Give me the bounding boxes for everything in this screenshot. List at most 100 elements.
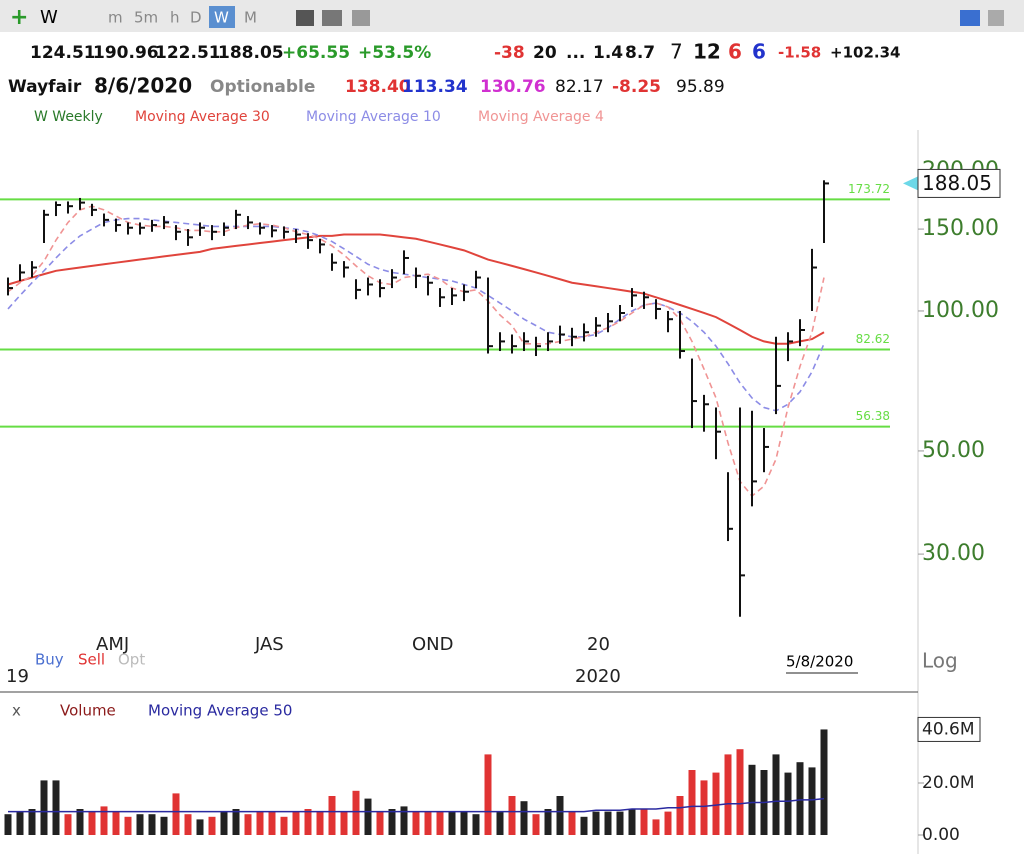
volume-bar (640, 809, 648, 835)
volume-bar (208, 816, 216, 835)
volume-bar (820, 729, 828, 835)
quote-value: 6 (752, 40, 766, 64)
quote-value: 20 (533, 43, 557, 63)
volume-bar (232, 809, 240, 835)
volume-bar (520, 801, 528, 835)
legend-item[interactable]: Moving Average 30 (135, 109, 270, 125)
volume-bar (484, 754, 492, 835)
volume-bar (664, 811, 672, 835)
volume-bar (280, 816, 288, 835)
quote-value: -38 (494, 43, 525, 63)
interval[interactable]: h (170, 9, 180, 27)
volume-bar (784, 772, 792, 835)
interval[interactable]: M (244, 9, 257, 27)
last-marker (903, 176, 918, 191)
level-label: 173.72 (848, 182, 890, 196)
interval[interactable]: 5m (134, 9, 158, 27)
level-label: 56.38 (856, 409, 890, 423)
close-panel[interactable]: x (12, 702, 21, 720)
quote-value: -1.58 (778, 44, 821, 62)
last-price: 188.05 (922, 171, 992, 195)
quote-value: Optionable (210, 77, 315, 97)
x-label: AMJ (96, 634, 129, 655)
quote-value: 130.76 (480, 77, 546, 97)
volume-bar (748, 764, 756, 835)
volume-bar (136, 814, 144, 835)
interval[interactable]: W (214, 9, 229, 27)
moving-average (7, 205, 825, 498)
moving-average (7, 217, 825, 412)
opt[interactable]: Opt (118, 651, 145, 669)
volume-bar (448, 811, 456, 835)
y-tick-label: 150.00 (922, 216, 999, 241)
x-label: JAS (254, 634, 284, 655)
volume-bar (472, 814, 480, 835)
quote-value: 6 (728, 40, 742, 64)
quote-value: 124.51 (30, 43, 96, 63)
buy[interactable]: Buy (35, 651, 64, 669)
x-label: 2020 (575, 666, 621, 687)
volume-bar (712, 772, 720, 835)
legend-item[interactable]: Volume (60, 702, 116, 720)
volume-bar (544, 809, 552, 835)
volume-bar (364, 798, 372, 835)
volume-bar (436, 811, 444, 835)
volume-bar (424, 811, 432, 835)
volume-bar (28, 809, 36, 835)
y-tick-label: 0.00 (922, 825, 960, 845)
tool-icon[interactable] (960, 10, 980, 26)
quote-value: 8/6/2020 (94, 74, 192, 98)
volume-bar (532, 814, 540, 835)
volume-bar (316, 811, 324, 835)
volume-bar (76, 809, 84, 835)
quote-value: 8.7 (625, 43, 655, 63)
y-tick-label: 100.00 (922, 298, 999, 323)
volume-bar (400, 806, 408, 835)
legend-item[interactable]: Moving Average 50 (148, 702, 292, 720)
quote-value: +102.34 (830, 44, 900, 62)
volume-bar (496, 811, 504, 835)
last-box (917, 716, 981, 742)
volume-bar (112, 811, 120, 835)
volume-bar (256, 811, 264, 835)
log-toggle[interactable]: Log (922, 649, 958, 673)
legend-item[interactable]: Moving Average 4 (478, 109, 604, 125)
volume-bar (376, 811, 384, 835)
volume-bar (88, 811, 96, 835)
volume-bar (724, 754, 732, 835)
volume-bar (460, 811, 468, 835)
tool-icon[interactable] (296, 10, 314, 26)
volume-bar (508, 796, 516, 835)
volume-bar (220, 811, 228, 835)
add-icon[interactable]: + (10, 5, 28, 30)
tool-icon[interactable] (352, 10, 370, 26)
date-label: 5/8/2020 (786, 653, 853, 671)
quote-value: 113.34 (402, 77, 468, 97)
volume-bar (616, 811, 624, 835)
y-tick-label: 20.0M (922, 773, 975, 793)
volume-bar (160, 816, 168, 835)
volume-bar (568, 811, 576, 835)
interval[interactable]: D (190, 9, 202, 27)
volume-bar (244, 814, 252, 835)
toolbar (0, 0, 1024, 32)
volume-bar (592, 811, 600, 835)
volume-bar (172, 793, 180, 835)
volume-bar (328, 796, 336, 835)
tool-icon[interactable] (988, 10, 1004, 26)
sell[interactable]: Sell (78, 651, 105, 669)
volume-bar (808, 767, 816, 835)
symbol[interactable]: W (40, 7, 58, 28)
y-tick-label: 50.00 (922, 438, 985, 463)
volume-bar (604, 811, 612, 835)
volume-bar (388, 809, 396, 835)
volume-bar (772, 754, 780, 835)
volume-bar (652, 819, 660, 835)
volume-bar (688, 770, 696, 835)
interval[interactable]: m (108, 9, 123, 27)
legend-item[interactable]: W Weekly (34, 109, 103, 125)
tool-icon[interactable] (322, 10, 342, 26)
volume-bar (700, 780, 708, 835)
legend-item[interactable]: Moving Average 10 (306, 109, 441, 125)
volume-bar (556, 796, 564, 835)
